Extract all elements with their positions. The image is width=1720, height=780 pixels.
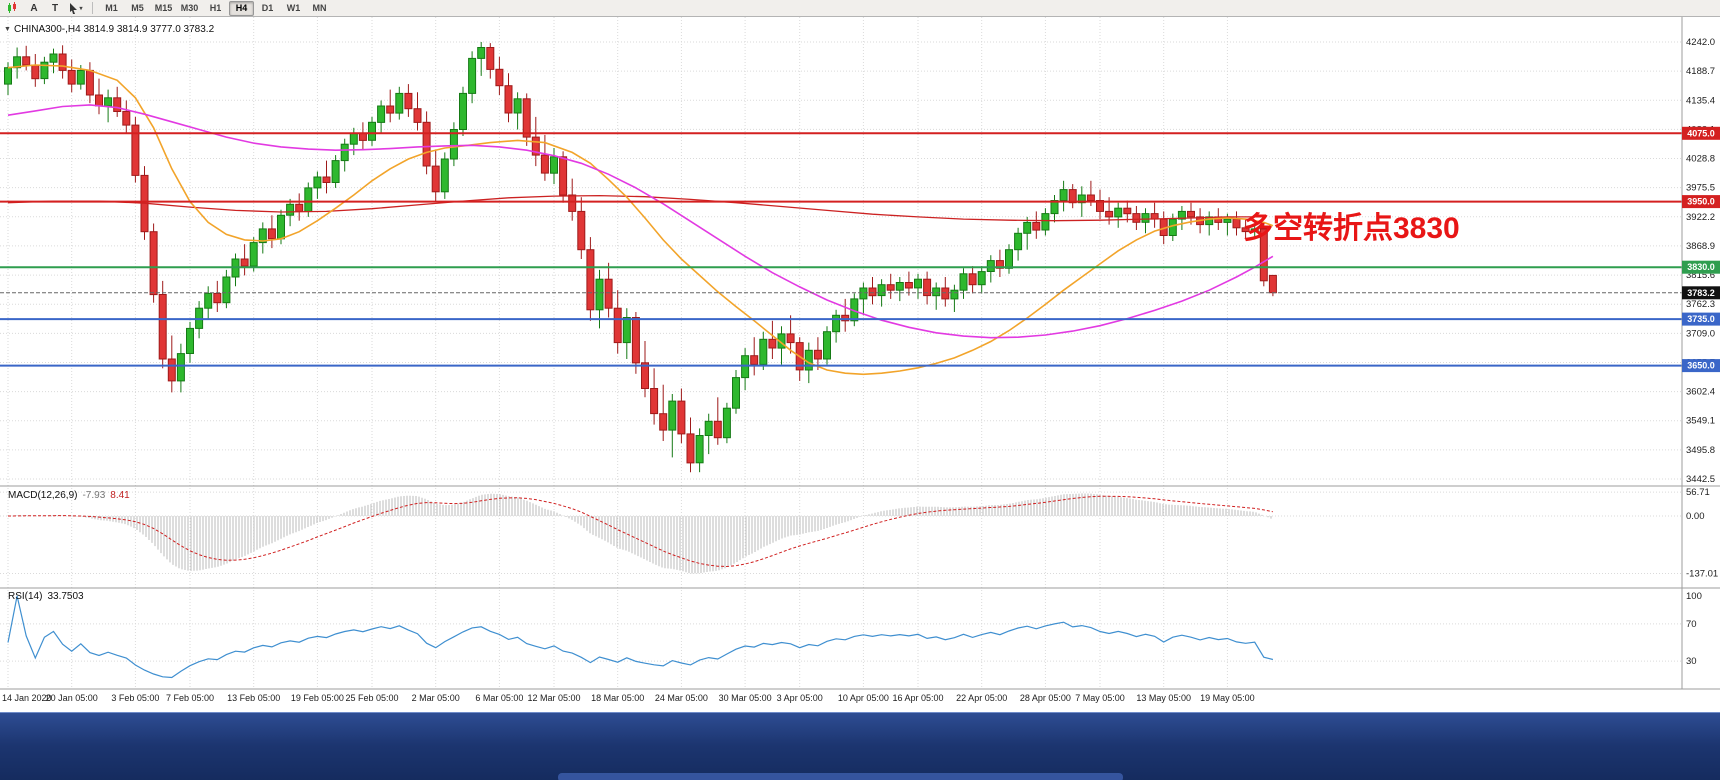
svg-text:12 Mar 05:00: 12 Mar 05:00	[527, 693, 580, 703]
svg-text:20 Jan 05:00: 20 Jan 05:00	[46, 693, 98, 703]
svg-text:18 Mar 05:00: 18 Mar 05:00	[591, 693, 644, 703]
cursor-tool-button[interactable]: ▾	[66, 1, 86, 16]
caret-down-icon: ▾	[79, 5, 83, 12]
timeframe-m5-button[interactable]: M5	[125, 1, 150, 16]
macd-label: MACD(12,26,9) -7.93 8.41	[8, 490, 130, 501]
svg-text:10 Apr 05:00: 10 Apr 05:00	[838, 693, 889, 703]
svg-text:3975.5: 3975.5	[1686, 183, 1715, 194]
svg-text:3815.6: 3815.6	[1686, 270, 1715, 281]
svg-text:30 Mar 05:00: 30 Mar 05:00	[719, 693, 772, 703]
chart-area[interactable]: 4242.04188.74135.44082.14028.83975.53922…	[0, 17, 1720, 707]
svg-text:3950.0: 3950.0	[1687, 197, 1715, 207]
svg-text:3602.4: 3602.4	[1686, 387, 1715, 398]
svg-text:25 Feb 05:00: 25 Feb 05:00	[345, 693, 398, 703]
svg-text:3762.3: 3762.3	[1686, 299, 1715, 310]
svg-text:4188.7: 4188.7	[1686, 66, 1715, 77]
svg-text:19 Feb 05:00: 19 Feb 05:00	[291, 693, 344, 703]
chart-background	[0, 17, 1720, 707]
svg-text:0.00: 0.00	[1686, 511, 1705, 522]
annotation-text[interactable]: 多空转折点3830	[1243, 212, 1460, 245]
svg-text:19 May 05:00: 19 May 05:00	[1200, 693, 1255, 703]
macd-plot	[7, 493, 1274, 574]
svg-text:3 Apr 05:00: 3 Apr 05:00	[777, 693, 823, 703]
expand-triangle-icon[interactable]: ▼	[4, 26, 11, 33]
svg-text:13 Feb 05:00: 13 Feb 05:00	[227, 693, 280, 703]
cursor-arrow-icon	[70, 2, 78, 14]
timeframe-d1-button[interactable]: D1	[255, 1, 280, 16]
taskbar-window-button[interactable]	[558, 773, 1123, 780]
main-toolbar: A T ▾ M1 M5 M15 M30 H1 H4 D1 W1 MN	[0, 0, 1720, 17]
svg-text:4028.8: 4028.8	[1686, 154, 1715, 165]
text-tool-button[interactable]: T	[51, 2, 59, 14]
svg-text:-137.01: -137.01	[1686, 569, 1718, 580]
svg-text:3549.1: 3549.1	[1686, 416, 1715, 427]
svg-text:3922.2: 3922.2	[1686, 212, 1715, 223]
price-badges: 4075.0 3950.0 3830.0 3735.0 3650.0 3783.2	[1682, 126, 1720, 373]
svg-text:30: 30	[1686, 656, 1697, 667]
svg-text:22 Apr 05:00: 22 Apr 05:00	[956, 693, 1007, 703]
svg-text:3868.9: 3868.9	[1686, 241, 1715, 252]
svg-text:28 Apr 05:00: 28 Apr 05:00	[1020, 693, 1071, 703]
symbol-ohlc-label: CHINA300-,H4 3814.9 3814.9 3777.0 3783.2	[14, 24, 215, 35]
price-axis-labels: 4242.04188.74135.44082.14028.83975.53922…	[1686, 37, 1718, 667]
moving-averages	[7, 64, 1274, 376]
grid-lines	[0, 17, 1682, 689]
svg-text:14 Jan 2020: 14 Jan 2020	[2, 693, 52, 703]
timeframe-mn-button[interactable]: MN	[307, 1, 332, 16]
svg-text:2 Mar 05:00: 2 Mar 05:00	[412, 693, 460, 703]
svg-text:24 Mar 05:00: 24 Mar 05:00	[655, 693, 708, 703]
svg-text:6 Mar 05:00: 6 Mar 05:00	[475, 693, 523, 703]
svg-text:4075.0: 4075.0	[1687, 128, 1715, 138]
candlestick-chart-icon	[7, 2, 16, 13]
svg-text:70: 70	[1686, 619, 1697, 630]
svg-text:3735.0: 3735.0	[1687, 314, 1715, 324]
svg-text:3 Feb 05:00: 3 Feb 05:00	[111, 693, 159, 703]
svg-text:4242.0: 4242.0	[1686, 37, 1715, 48]
svg-text:3783.2: 3783.2	[1687, 288, 1715, 298]
rsi-label: RSI(14) 33.7503	[8, 591, 84, 602]
svg-text:3709.0: 3709.0	[1686, 328, 1715, 339]
svg-text:3650.0: 3650.0	[1687, 361, 1715, 371]
svg-text:100: 100	[1686, 591, 1702, 602]
rsi-plot	[7, 595, 1274, 679]
svg-text:7 May 05:00: 7 May 05:00	[1075, 693, 1125, 703]
timeframe-m1-button[interactable]: M1	[99, 1, 124, 16]
font-tool-button[interactable]: A	[30, 2, 38, 14]
timeframe-m15-button[interactable]: M15	[151, 1, 176, 16]
svg-text:3830.0: 3830.0	[1687, 262, 1715, 272]
svg-text:4135.4: 4135.4	[1686, 95, 1715, 106]
taskbar	[0, 712, 1720, 780]
horizontal-level-lines[interactable]	[0, 132, 1682, 367]
toolbar-separator	[92, 2, 93, 14]
svg-text:13 May 05:00: 13 May 05:00	[1136, 693, 1191, 703]
svg-text:3442.5: 3442.5	[1686, 474, 1715, 485]
svg-text:16 Apr 05:00: 16 Apr 05:00	[892, 693, 943, 703]
timeframe-h4-button[interactable]: H4	[229, 0, 254, 16]
timeframe-h1-button[interactable]: H1	[203, 1, 228, 16]
svg-text:56.71: 56.71	[1686, 487, 1710, 498]
svg-text:3495.8: 3495.8	[1686, 445, 1715, 456]
timeframe-w1-button[interactable]: W1	[281, 1, 306, 16]
svg-text:7 Feb 05:00: 7 Feb 05:00	[166, 693, 214, 703]
chart-window-icon[interactable]	[3, 1, 23, 16]
timeframe-m30-button[interactable]: M30	[177, 1, 202, 16]
